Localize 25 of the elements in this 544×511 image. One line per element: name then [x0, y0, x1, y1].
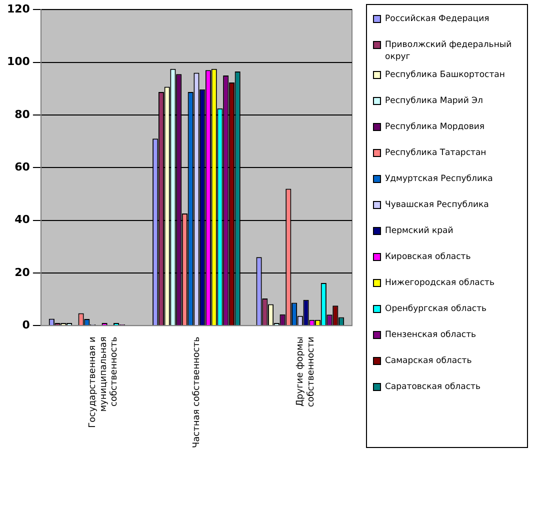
legend-label: Пермский край	[385, 225, 454, 237]
legend-label: Российская Федерация	[385, 13, 490, 25]
legend-label: Республика Татарстан	[385, 147, 486, 159]
y-tick-label: 80	[14, 108, 30, 121]
legend-label: Самарская область	[385, 355, 472, 367]
legend-label: Республика Марий Эл	[385, 95, 483, 107]
legend-label: Пензенская область	[385, 329, 476, 341]
legend-label: Приволжский федеральный округ	[385, 39, 513, 63]
y-tick-label: 0	[22, 318, 30, 332]
y-tick-label: 60	[14, 160, 30, 174]
x-tick-label: Государственная и муниципальная собственность	[88, 336, 120, 428]
legend-label: Саратовская область	[385, 381, 480, 393]
y-tick-label: 100	[6, 55, 30, 68]
legend-label: Нижегородская область	[385, 277, 494, 289]
y-tick-label: 120	[6, 2, 30, 16]
legend-label: Республика Мордовия	[385, 121, 485, 133]
legend-label: Удмуртская Республика	[385, 173, 493, 185]
y-tick-label: 20	[14, 266, 30, 279]
legend-label: Оренбургская область	[385, 303, 487, 315]
legend-label: Кировская область	[385, 251, 471, 263]
legend-label: Республика Башкортостан	[385, 69, 505, 81]
y-tick-label: 40	[14, 213, 30, 226]
legend-label: Чувашская Республика	[385, 199, 489, 211]
x-tick-label: Другие формы собственности	[296, 336, 316, 407]
x-tick-label: Частная собственность	[192, 336, 202, 448]
